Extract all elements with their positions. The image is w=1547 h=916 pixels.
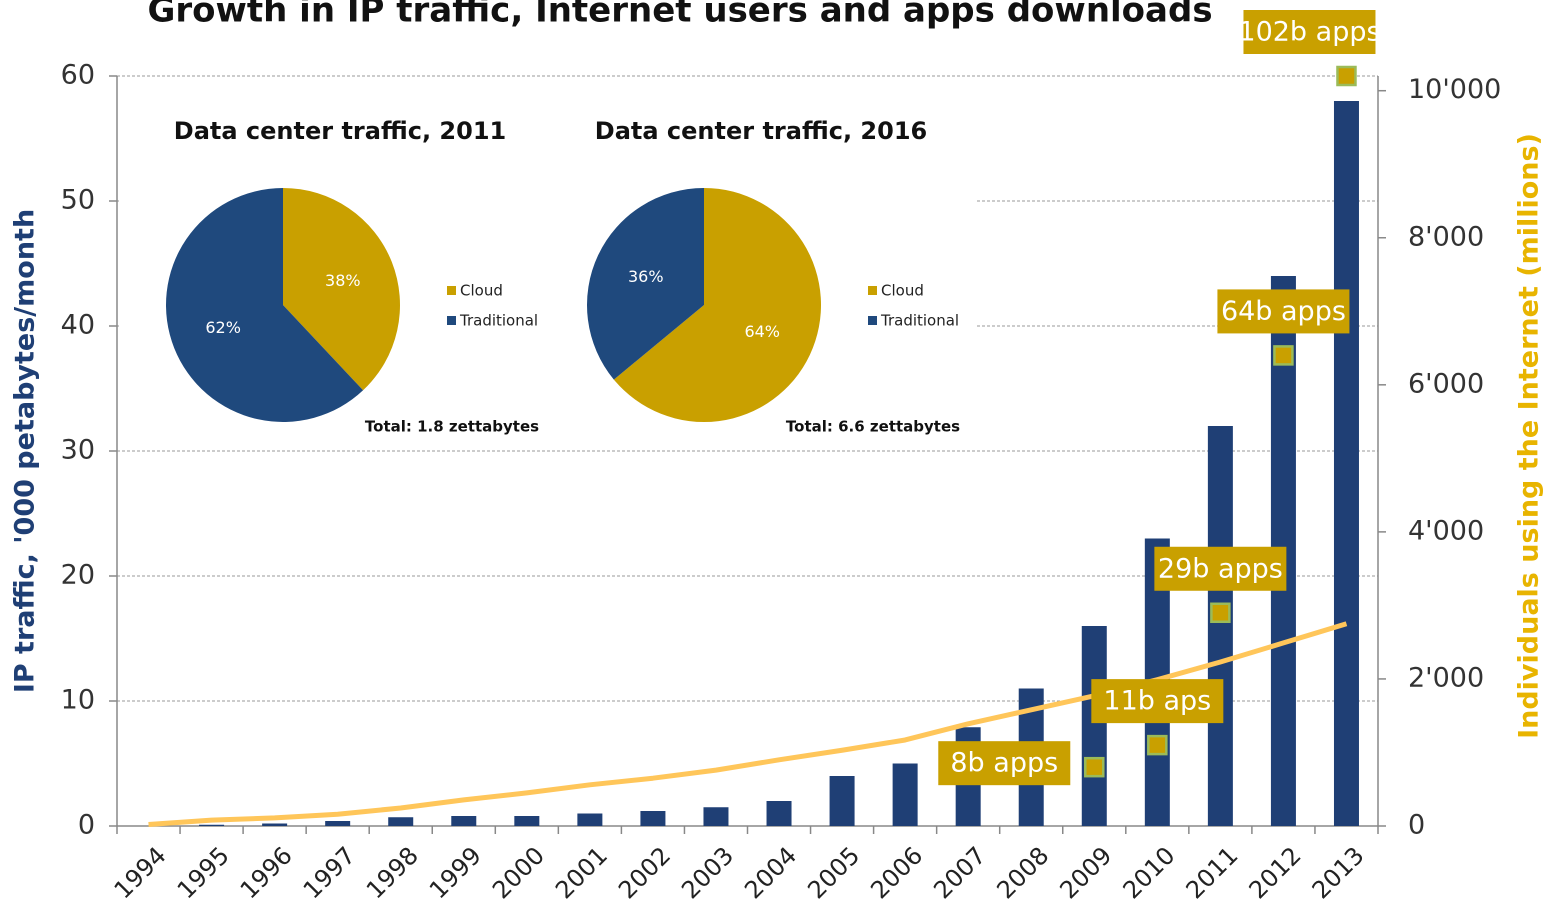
bar [640, 811, 666, 826]
apps-marker [1273, 345, 1294, 366]
pie-title: Data center traffic, 2011 [174, 117, 506, 145]
y-tick-label: 10 [61, 685, 95, 716]
bar [325, 821, 351, 826]
x-tick-label: 1994 [109, 841, 172, 904]
y2-tick-label: 6'000 [1408, 368, 1484, 399]
apps-marker [1084, 756, 1105, 778]
apps-label-box [1217, 289, 1350, 334]
apps-label-box [1091, 679, 1224, 724]
legend-swatch [868, 286, 877, 295]
x-tick-label: 2011 [1181, 841, 1244, 904]
x-tick-label: 2002 [613, 841, 676, 904]
apps-label: 102b apps [1238, 17, 1380, 48]
pie-label: 38% [325, 271, 361, 290]
legend-label: Cloud [460, 282, 503, 300]
pie-slice [587, 188, 704, 380]
x-tick-label: 2003 [676, 841, 739, 904]
x-tick-label: 2013 [1307, 841, 1370, 904]
pie-label: 62% [205, 318, 241, 337]
bar [577, 813, 603, 826]
bar [1081, 626, 1107, 826]
apps-label: 64b apps [1221, 296, 1346, 327]
y2-axis-label: Individuals using the Internet (millions… [1514, 133, 1545, 739]
pie-annotation: Total: 6.6 zettabytes [786, 418, 960, 436]
x-tick-label: 1996 [235, 841, 298, 904]
bar [1333, 101, 1359, 826]
bar [388, 817, 414, 826]
x-tick-label: 2009 [1054, 841, 1117, 904]
x-tick-label: 1998 [361, 841, 424, 904]
bar [829, 776, 855, 826]
bar [451, 816, 477, 826]
legend-label: Traditional [880, 312, 959, 330]
pie-slice [283, 188, 401, 391]
legend-swatch [447, 286, 456, 295]
apps-marker [1210, 602, 1231, 624]
legend-label: Cloud [881, 282, 924, 300]
bar [766, 801, 792, 826]
y2-tick-label: 2'000 [1408, 662, 1484, 693]
chart-title: Growth in IP traffic, Internet users and… [147, 0, 1212, 31]
bar [703, 807, 729, 826]
pie-title: Data center traffic, 2016 [595, 117, 927, 145]
y2-tick-label: 8'000 [1408, 221, 1484, 252]
legend-swatch [447, 316, 456, 325]
x-tick-label: 1999 [424, 841, 487, 904]
x-tick-label: 2000 [487, 841, 550, 904]
x-tick-label: 1995 [172, 841, 235, 904]
y-tick-label: 60 [61, 60, 95, 91]
apps-label: 8b apps [950, 748, 1058, 779]
pie-slice [613, 187, 822, 423]
bar [199, 824, 225, 826]
y2-tick-label: 4'000 [1408, 515, 1484, 546]
apps-label: 29b apps [1158, 553, 1283, 584]
y-tick-label: 20 [61, 560, 95, 591]
pie-annotation: Total: 1.8 zettabytes [365, 418, 539, 436]
y2-tick-label: 0 [1408, 810, 1425, 841]
pie-slice [166, 188, 364, 422]
apps-marker [1147, 734, 1168, 756]
legend-label: Traditional [459, 312, 538, 330]
bar [892, 763, 918, 826]
apps-label-box [1154, 546, 1287, 591]
y-tick-label: 40 [61, 310, 95, 341]
bar [1207, 426, 1233, 826]
legend-swatch [868, 316, 877, 325]
x-tick-label: 2004 [739, 841, 802, 904]
y-tick-label: 0 [78, 810, 95, 841]
apps-marker [1336, 65, 1357, 87]
x-tick-label: 2005 [802, 841, 865, 904]
x-tick-label: 2008 [991, 841, 1054, 904]
bar [262, 823, 288, 826]
x-tick-label: 2012 [1244, 841, 1307, 904]
x-tick-label: 1997 [298, 841, 361, 904]
y-tick-label: 50 [61, 185, 95, 216]
apps-label-box [1243, 10, 1376, 54]
apps-label: 11b aps [1103, 686, 1211, 717]
bar [514, 816, 540, 826]
pie-label: 64% [744, 322, 780, 341]
x-tick-label: 2007 [928, 841, 991, 904]
y2-tick-label: 10'000 [1408, 74, 1501, 105]
x-tick-label: 2010 [1118, 841, 1181, 904]
x-tick-label: 2006 [865, 841, 928, 904]
x-tick-label: 2001 [550, 841, 613, 904]
apps-label-box [938, 741, 1071, 786]
y-tick-label: 30 [61, 435, 95, 466]
y-axis-label: IP traffic, '000 petabytes/month [10, 209, 41, 693]
pie-label: 36% [628, 267, 664, 286]
